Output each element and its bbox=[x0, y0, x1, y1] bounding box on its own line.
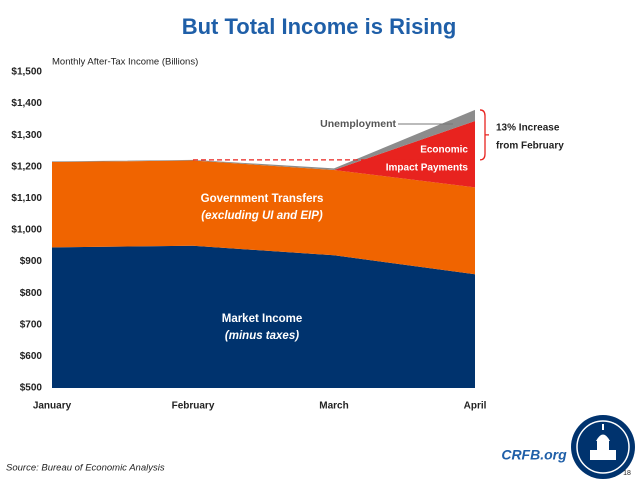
series-label: Market Income bbox=[222, 313, 303, 325]
y-tick-label: $1,000 bbox=[11, 225, 42, 236]
area bbox=[52, 245, 475, 388]
y-axis-label: Monthly After-Tax Income (Billions) bbox=[52, 57, 198, 68]
page-number: 18 bbox=[623, 470, 631, 477]
y-tick-label: $1,500 bbox=[11, 67, 42, 78]
area bbox=[52, 160, 475, 275]
y-tick-label: $500 bbox=[20, 383, 43, 394]
x-tick-label: April bbox=[464, 401, 487, 412]
area bbox=[52, 120, 475, 188]
y-tick-label: $900 bbox=[20, 256, 43, 267]
x-tick-label: February bbox=[172, 401, 215, 412]
y-tick-label: $800 bbox=[20, 288, 43, 299]
source: Source: Bureau of Economic Analysis bbox=[6, 463, 165, 474]
chart-title: But Total Income is Rising bbox=[182, 14, 457, 39]
y-tick-label: $700 bbox=[20, 319, 43, 330]
brand: CRFB.org bbox=[501, 447, 567, 463]
x-tick-label: January bbox=[33, 401, 72, 412]
series-label: (excluding UI and EIP) bbox=[201, 210, 323, 222]
series-label: Government Transfers bbox=[201, 193, 324, 205]
y-tick-label: $1,400 bbox=[11, 98, 42, 109]
annotation: from February bbox=[496, 141, 564, 152]
y-tick-label: $600 bbox=[20, 351, 43, 362]
series-label: Unemployment bbox=[320, 118, 396, 130]
annotation: 13% Increase bbox=[496, 123, 560, 134]
y-tick-label: $1,200 bbox=[11, 161, 42, 172]
series-label: Impact Payments bbox=[386, 163, 469, 174]
x-tick-label: March bbox=[319, 401, 348, 412]
y-tick-label: $1,300 bbox=[11, 130, 42, 141]
area bbox=[52, 109, 475, 170]
series-label: (minus taxes) bbox=[225, 330, 299, 342]
series-label: Economic bbox=[420, 145, 468, 156]
bracket bbox=[479, 109, 489, 161]
y-tick-label: $1,100 bbox=[11, 193, 42, 204]
logo bbox=[571, 415, 635, 479]
